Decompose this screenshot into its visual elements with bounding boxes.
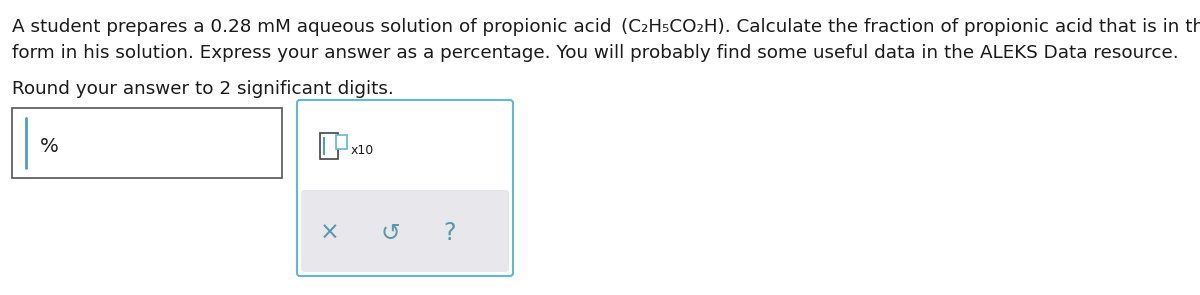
Text: ↺: ↺ (380, 221, 400, 245)
Text: %: % (40, 137, 59, 157)
FancyBboxPatch shape (298, 100, 514, 276)
Text: ×: × (320, 221, 340, 245)
Text: A student prepares a 0.28 mM aqueous solution of propionic acid  (C₂H₅CO₂H). Cal: A student prepares a 0.28 mM aqueous sol… (12, 18, 1200, 36)
Bar (12, 108, 282, 178)
Bar (320, 133, 338, 159)
Text: ?: ? (444, 221, 456, 245)
Bar (336, 135, 347, 149)
Text: Round your answer to 2 significant digits.: Round your answer to 2 significant digit… (12, 80, 394, 98)
Text: form in his solution. Express your answer as a percentage. You will probably fin: form in his solution. Express your answe… (12, 44, 1178, 62)
Text: x10: x10 (352, 143, 374, 157)
FancyBboxPatch shape (301, 190, 509, 272)
